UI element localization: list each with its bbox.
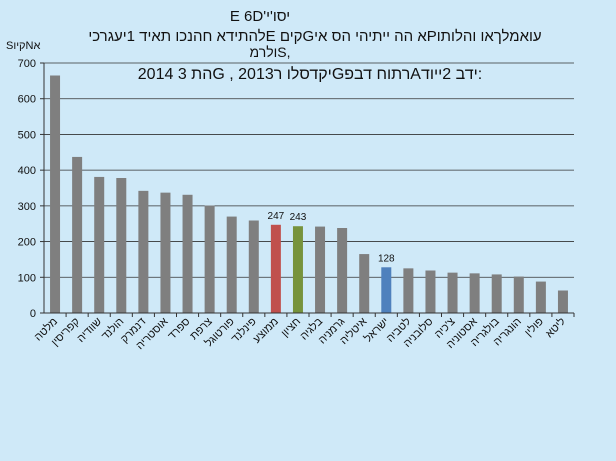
x-tick-label: פולין <box>522 315 546 339</box>
chart-title-line-1: E 6D'יסו'י <box>229 8 291 25</box>
y-tick-label: 0 <box>30 308 36 320</box>
bar <box>116 178 127 313</box>
data-labels: 247 243 128 <box>268 211 396 264</box>
y-tick-label: 700 <box>18 58 36 70</box>
data-label: 243 <box>290 212 307 223</box>
x-tick-label: ספרד <box>166 316 193 343</box>
y-tick-label: 100 <box>18 272 36 284</box>
bar <box>381 267 392 313</box>
bar <box>557 290 568 313</box>
bar <box>204 205 215 313</box>
y-tick-label: 300 <box>18 201 36 213</box>
bar <box>359 254 370 313</box>
y-tick-label: 200 <box>18 237 36 249</box>
chart-title-line-3: ולרמS, <box>249 44 291 60</box>
x-axis-labels: מלטהקפריסיןשוודיההולנדדנמרקאוסטריהספרדצר… <box>32 313 575 352</box>
y-axis-ticks: 0 100 200 300 400 500 600 700 <box>18 58 44 320</box>
bar <box>248 220 259 313</box>
bar <box>226 216 237 313</box>
bar <box>72 156 83 313</box>
chart-title-line-4: 2014 הת 3G , 2013יקדסלו רGרתוח דבפAידב 2… <box>137 66 483 83</box>
bar <box>425 270 436 313</box>
bar <box>138 190 149 313</box>
bar <box>292 226 303 313</box>
bar <box>50 75 61 313</box>
y-tick-label: 500 <box>18 129 36 141</box>
bar <box>513 276 524 313</box>
bar <box>182 194 193 313</box>
bar <box>160 192 171 313</box>
bar <box>535 281 546 313</box>
bar <box>469 273 480 313</box>
bar <box>315 226 326 313</box>
data-label: 128 <box>378 253 395 264</box>
x-tick-label: שוודיה <box>75 316 104 345</box>
y-tick-label: 600 <box>18 94 36 106</box>
bar <box>491 274 502 313</box>
bar <box>270 224 281 313</box>
bar <box>94 176 105 313</box>
grid-lines <box>44 62 574 278</box>
bar <box>403 268 414 313</box>
y-tick-label: 400 <box>18 165 36 177</box>
chart-title-line-2: להתידא חהנכו תאיד 1יעגרכיE קיםGא הה ייתי… <box>88 28 542 45</box>
bar <box>337 228 348 313</box>
bars <box>50 75 568 313</box>
x-tick-label: ממוצע <box>251 316 281 346</box>
x-tick-label: ישראל <box>362 315 392 345</box>
y-axis-unit-label: SקיוNא <box>6 40 41 52</box>
bar <box>447 272 458 313</box>
x-tick-label: ליטא <box>543 315 568 340</box>
data-label: 247 <box>268 211 285 222</box>
